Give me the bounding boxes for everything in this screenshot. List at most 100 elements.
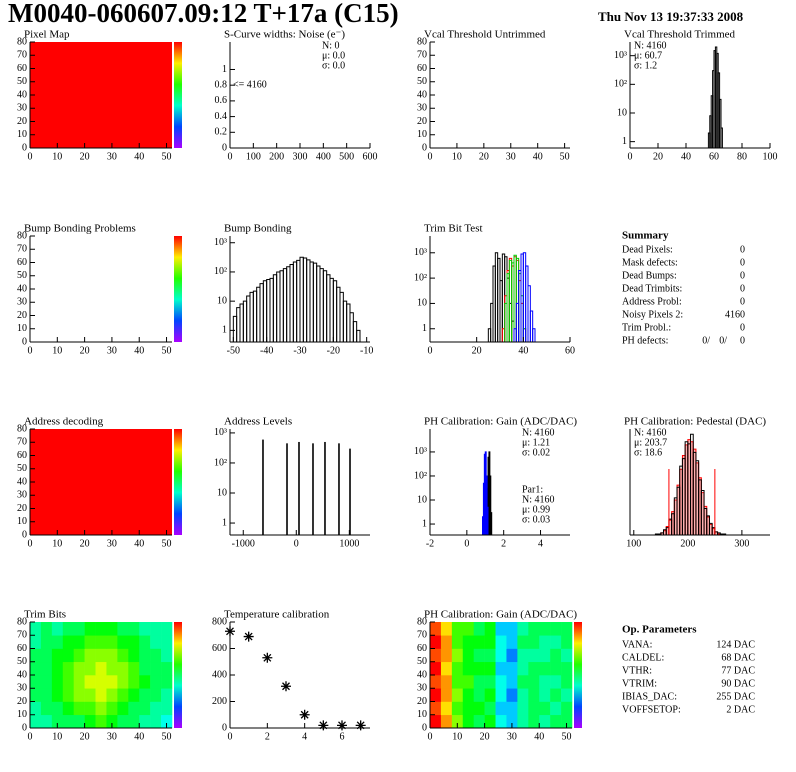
- x-tick-label: -30: [293, 345, 306, 356]
- x-tick-label: 40: [533, 151, 543, 162]
- y-tick-label: 60: [17, 643, 27, 654]
- heatmap-cell: [73, 661, 85, 676]
- x-tick-label: 30: [507, 731, 517, 742]
- heatmap-cell: [150, 688, 162, 702]
- star-marker: [281, 681, 291, 692]
- heatmap-cell: [139, 701, 151, 716]
- heatmap-cell: [161, 675, 173, 689]
- y-tick-label: 80: [417, 616, 427, 627]
- heatmap-cell: [95, 714, 107, 729]
- heatmap-cell: [561, 701, 573, 716]
- x-tick-label: 0: [228, 151, 233, 162]
- heatmap-cell: [73, 701, 85, 716]
- y-tick-label: 10: [17, 516, 27, 527]
- y-tick-label: 0: [222, 142, 227, 153]
- x-tick-label: -10: [360, 345, 373, 356]
- op-label: VOFFSETOP:: [622, 704, 681, 715]
- heatmap-cell: [440, 661, 453, 676]
- x-tick-label: 50: [560, 151, 570, 162]
- heatmap-cell: [62, 661, 74, 676]
- y-tick-label: 30: [417, 683, 427, 694]
- histogram-bin: [489, 475, 492, 535]
- y-tick-label: 70: [17, 244, 27, 255]
- heatmap-cell: [430, 622, 442, 636]
- y-tick-label: 0.6: [215, 95, 228, 106]
- heatmap-cell: [30, 648, 42, 663]
- x-tick-label: 60: [565, 345, 575, 356]
- heatmap-cell: [40, 688, 53, 702]
- summary-value: 0/: [702, 335, 710, 346]
- summary-value: 0: [740, 257, 745, 268]
- heatmap-cell: [462, 714, 474, 729]
- heatmap-cell: [161, 648, 173, 663]
- y-tick-label: 70: [417, 50, 427, 61]
- heatmap-cell: [51, 701, 64, 716]
- y-tick-label: 80: [417, 36, 427, 47]
- heatmap-cell: [84, 675, 96, 689]
- stats-line: μ: 1.21: [522, 437, 550, 448]
- x-tick-label: 0: [428, 345, 433, 356]
- y-tick-label: 30: [417, 103, 427, 114]
- heatmap-cell: [550, 661, 562, 676]
- heatmap-cell: [561, 661, 573, 676]
- heatmap-cell: [539, 688, 551, 702]
- stats-line: N: 4160: [522, 427, 555, 438]
- heatmap-cell: [440, 622, 453, 636]
- y-tick-label: 50: [417, 76, 427, 87]
- x-tick-label: 60: [709, 151, 719, 162]
- heatmap-cell: [150, 661, 162, 676]
- heatmap-cell: [150, 622, 162, 636]
- heatmap-cell: [528, 714, 540, 729]
- panel-title: Address decoding: [24, 416, 104, 428]
- heatmap-cell: [30, 661, 42, 676]
- heatmap-cell: [106, 648, 118, 663]
- x-tick-label: 0: [28, 345, 33, 356]
- heatmap-cell: [30, 622, 42, 636]
- summary-title: Summary: [622, 230, 669, 242]
- y-tick-label: 80: [17, 616, 27, 627]
- heatmap-cell: [539, 675, 551, 689]
- summary-value: 0/: [719, 335, 727, 346]
- heatmap-cell: [106, 714, 118, 729]
- y-tick-label: 10²: [414, 272, 427, 283]
- panel-title: Trim Bits: [24, 609, 66, 621]
- heatmap-cell: [495, 648, 507, 663]
- y-tick-label: 70: [17, 630, 27, 641]
- stats-line: σ: 1.2: [634, 60, 657, 71]
- heatmap-cell: [117, 714, 129, 729]
- y-tick-label: 10: [17, 709, 27, 720]
- heatmap-cell: [517, 701, 529, 716]
- heatmap-fill: [30, 42, 172, 148]
- histogram-bin: [356, 329, 361, 342]
- heatmap-cell: [161, 635, 173, 649]
- heatmap-cell: [528, 635, 540, 649]
- heatmap-cell: [506, 688, 518, 702]
- y-tick-label: 0: [22, 336, 27, 347]
- heatmap-cell: [528, 661, 540, 676]
- heatmap-cell: [528, 688, 540, 702]
- y-tick-label: 10: [17, 323, 27, 334]
- y-tick-label: 10: [417, 129, 427, 140]
- heatmap-cell: [440, 675, 453, 689]
- y-tick-label: 50: [417, 656, 427, 667]
- x-tick-label: 1000: [339, 538, 359, 549]
- heatmap-cell: [430, 688, 442, 702]
- annotation: <= 4160: [233, 79, 267, 90]
- heatmap-cell: [462, 701, 474, 716]
- y-tick-label: 10: [17, 129, 27, 140]
- heatmap-cell: [150, 648, 162, 663]
- heatmap-cell: [528, 622, 540, 636]
- heatmap-cell: [473, 675, 485, 689]
- heatmap-cell: [117, 701, 129, 716]
- x-tick-label: -2: [426, 538, 434, 549]
- x-tick-label: 30: [107, 731, 117, 742]
- heatmap-cell: [95, 635, 107, 649]
- heatmap-cell: [30, 688, 42, 702]
- stats-line: σ: 0.0: [322, 60, 345, 71]
- y-tick-label: 10²: [214, 266, 227, 277]
- heatmap-cell: [128, 622, 140, 636]
- heatmap-cell: [430, 661, 442, 676]
- heatmap-cell: [561, 675, 573, 689]
- y-tick-label: 40: [17, 89, 27, 100]
- heatmap-cell: [30, 714, 42, 729]
